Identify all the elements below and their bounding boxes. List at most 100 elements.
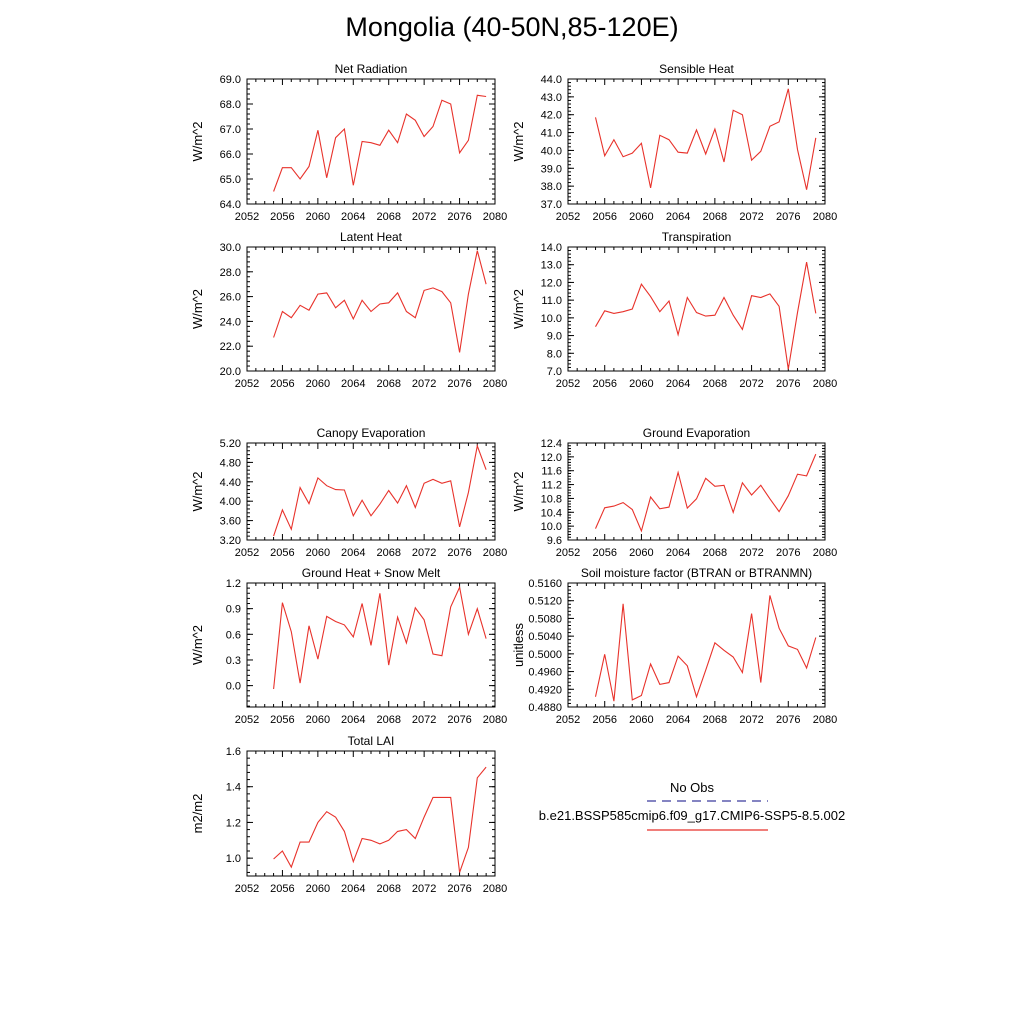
series-line [273, 443, 487, 537]
legend-obs-label: No Obs [670, 780, 715, 795]
y-tick-label: 1.4 [226, 782, 241, 794]
x-tick-label: 2060 [629, 211, 653, 223]
series-line [273, 585, 487, 690]
y-tick-label: 64.0 [220, 199, 241, 211]
panel-title: Canopy Evaporation [317, 426, 426, 440]
x-tick-label: 2060 [629, 547, 653, 559]
x-tick-label: 2076 [447, 378, 471, 390]
y-tick-label: 4.80 [220, 457, 241, 469]
panel-7: Soil moisture factor (BTRAN or BTRANMN) u… [511, 566, 837, 726]
x-tick-label: 2056 [270, 714, 294, 726]
y-tick-label: 1.0 [226, 853, 241, 865]
x-tick-label: 2080 [813, 714, 837, 726]
x-tick-label: 2060 [306, 547, 330, 559]
y-tick-label: 0.5000 [528, 649, 562, 661]
series-line [594, 595, 817, 702]
y-tick-label: 0.4880 [528, 702, 562, 714]
x-tick-label: 2072 [412, 378, 436, 390]
y-axis-label: m2/m2 [190, 794, 205, 834]
y-tick-label: 40.0 [541, 145, 562, 157]
y-tick-label: 66.0 [220, 149, 241, 161]
x-tick-label: 2076 [776, 211, 800, 223]
y-tick-label: 0.6 [226, 629, 241, 641]
y-tick-label: 39.0 [541, 163, 562, 175]
x-tick-label: 2052 [235, 378, 259, 390]
x-tick-label: 2068 [376, 883, 400, 895]
page-title: Mongolia (40-50N,85-120E) [345, 12, 679, 42]
x-tick-label: 2068 [703, 378, 727, 390]
panel-3: Transpiration W/m^2 2052 2056 2060 2064 2068 20… [511, 230, 837, 390]
x-tick-label: 2052 [235, 714, 259, 726]
y-tick-label: 0.3 [226, 655, 241, 667]
x-tick-label: 2056 [270, 883, 294, 895]
x-tick-label: 2072 [739, 211, 763, 223]
x-tick-label: 2056 [270, 211, 294, 223]
legend-model-label: b.e21.BSSP585cmip6.f09_g17.CMIP6-SSP5-8.… [539, 808, 845, 823]
y-axis-label: W/m^2 [511, 121, 526, 161]
y-axis-label: W/m^2 [190, 471, 205, 511]
y-tick-label: 0.5120 [528, 596, 562, 608]
y-tick-label: 0.4960 [528, 667, 562, 679]
x-tick-label: 2052 [235, 547, 259, 559]
x-tick-label: 2076 [776, 714, 800, 726]
x-tick-label: 2068 [376, 547, 400, 559]
panel-2: Latent Heat W/m^2 2052 2056 2060 2064 2068 2072… [190, 230, 507, 390]
y-tick-label: 9.0 [547, 331, 562, 343]
x-tick-label: 2060 [629, 378, 653, 390]
y-tick-label: 69.0 [220, 74, 241, 86]
x-tick-label: 2068 [703, 547, 727, 559]
x-tick-label: 2056 [270, 378, 294, 390]
y-tick-label: 41.0 [541, 128, 562, 140]
y-tick-label: 12.0 [541, 452, 562, 464]
y-tick-label: 28.0 [220, 267, 241, 279]
x-tick-label: 2060 [306, 883, 330, 895]
y-tick-label: 1.6 [226, 746, 241, 758]
series-line [273, 250, 487, 353]
y-tick-label: 37.0 [541, 199, 562, 211]
x-tick-label: 2064 [341, 378, 365, 390]
y-tick-label: 24.0 [220, 316, 241, 328]
x-tick-label: 2080 [483, 714, 507, 726]
panel-4: Canopy Evaporation W/m^2 2052 2056 2060 2064 2… [190, 426, 507, 559]
plot-frame [246, 442, 496, 541]
y-tick-label: 7.0 [547, 366, 562, 378]
x-tick-label: 2052 [235, 211, 259, 223]
x-tick-label: 2068 [376, 378, 400, 390]
y-tick-label: 0.5080 [528, 613, 562, 625]
y-tick-label: 11.2 [541, 480, 562, 492]
y-axis-label: W/m^2 [190, 121, 205, 161]
y-tick-label: 10.0 [541, 313, 562, 325]
series-line [594, 88, 817, 190]
y-axis-label: unitless [511, 622, 526, 667]
y-tick-label: 3.20 [220, 535, 241, 547]
y-tick-label: 0.4920 [528, 684, 562, 696]
y-axis-label: W/m^2 [511, 471, 526, 511]
plot-frame [567, 442, 826, 541]
x-tick-label: 2080 [483, 883, 507, 895]
panel-0: Net Radiation W/m^2 2052 2056 2060 2064 2068 20… [190, 62, 507, 223]
y-tick-label: 68.0 [220, 99, 241, 111]
y-tick-label: 44.0 [541, 74, 562, 86]
x-tick-label: 2056 [270, 547, 294, 559]
x-tick-label: 2056 [592, 547, 616, 559]
x-tick-label: 2072 [412, 547, 436, 559]
x-tick-label: 2064 [666, 547, 690, 559]
legend: No Obs b.e21.BSSP585cmip6.f09_g17.CMIP6-S… [539, 780, 845, 831]
y-axis-label: W/m^2 [190, 289, 205, 329]
panel-title: Total LAI [348, 734, 395, 748]
y-tick-label: 0.9 [226, 604, 241, 616]
y-tick-label: 4.40 [220, 477, 241, 489]
panel-title: Net Radiation [335, 62, 408, 76]
series-line [594, 453, 817, 533]
y-axis-label: W/m^2 [190, 625, 205, 665]
y-tick-label: 0.5160 [528, 578, 562, 590]
x-tick-label: 2076 [447, 883, 471, 895]
x-tick-label: 2072 [412, 714, 436, 726]
y-tick-label: 0.0 [226, 681, 241, 693]
y-tick-label: 0.5040 [528, 631, 562, 643]
x-tick-label: 2080 [813, 547, 837, 559]
panel-1: Sensible Heat W/m^2 2052 2056 2060 2064 2068 20… [511, 62, 837, 223]
x-tick-label: 2072 [739, 547, 763, 559]
panel-8: Total LAI m2/m2 2052 2056 2060 2064 2068 2072 20… [190, 734, 507, 895]
